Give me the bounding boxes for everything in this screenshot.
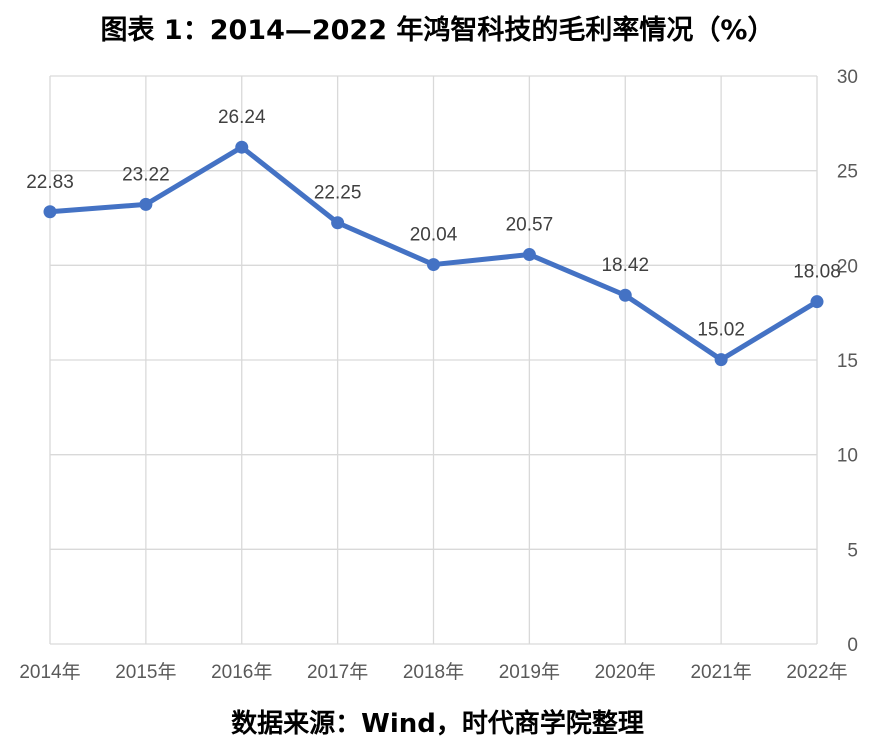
data-point (810, 295, 824, 309)
y-tick-label: 10 (837, 446, 858, 467)
data-label: 20.04 (410, 225, 458, 246)
x-tick-label: 2019年 (499, 661, 560, 683)
data-label: 26.24 (218, 107, 266, 128)
data-label: 20.57 (506, 215, 554, 236)
x-tick-label: 2016年 (211, 661, 272, 683)
data-label: 22.83 (26, 172, 74, 193)
x-axis-ticks: 2014年 2015年 2016年 2017年 2018年 2019年 2020年 2021年… (19, 661, 847, 683)
series-points (43, 140, 824, 367)
x-tick-label: 2020年 (595, 661, 656, 683)
data-point (43, 205, 57, 219)
data-point (618, 288, 632, 302)
data-label: 23.22 (122, 164, 170, 185)
y-axis-ticks: 0 5 10 15 20 25 30 (837, 67, 858, 656)
data-labels: 22.83 23.22 26.24 22.25 20.04 20.57 18.42 15.02… (26, 107, 841, 340)
x-tick-label: 2017年 (307, 661, 368, 683)
y-tick-label: 30 (837, 67, 858, 88)
data-label: 18.08 (793, 262, 841, 283)
data-point (714, 353, 728, 367)
data-label: 15.02 (697, 320, 745, 341)
data-label: 18.42 (601, 255, 649, 276)
x-tick-label: 2022年 (786, 661, 847, 683)
y-tick-label: 15 (837, 351, 858, 372)
data-label: 22.25 (314, 183, 362, 204)
y-tick-label: 20 (837, 256, 858, 277)
data-point (331, 216, 345, 230)
chart-title: 图表 1：2014—2022 年鸿智科技的毛利率情况（%） (100, 15, 775, 46)
y-tick-label: 0 (847, 635, 858, 656)
data-point (522, 248, 536, 262)
x-tick-label: 2015年 (115, 661, 176, 683)
gridlines (49, 75, 818, 645)
x-tick-label: 2014年 (19, 661, 80, 683)
y-tick-label: 25 (837, 162, 858, 183)
x-tick-label: 2021年 (690, 661, 751, 683)
data-point (139, 197, 153, 211)
data-point (427, 258, 440, 272)
data-point (235, 140, 249, 154)
y-tick-label: 5 (847, 540, 858, 561)
source-note: 数据来源：Wind，时代商学院整理 (231, 709, 644, 739)
x-tick-label: 2018年 (403, 661, 464, 683)
